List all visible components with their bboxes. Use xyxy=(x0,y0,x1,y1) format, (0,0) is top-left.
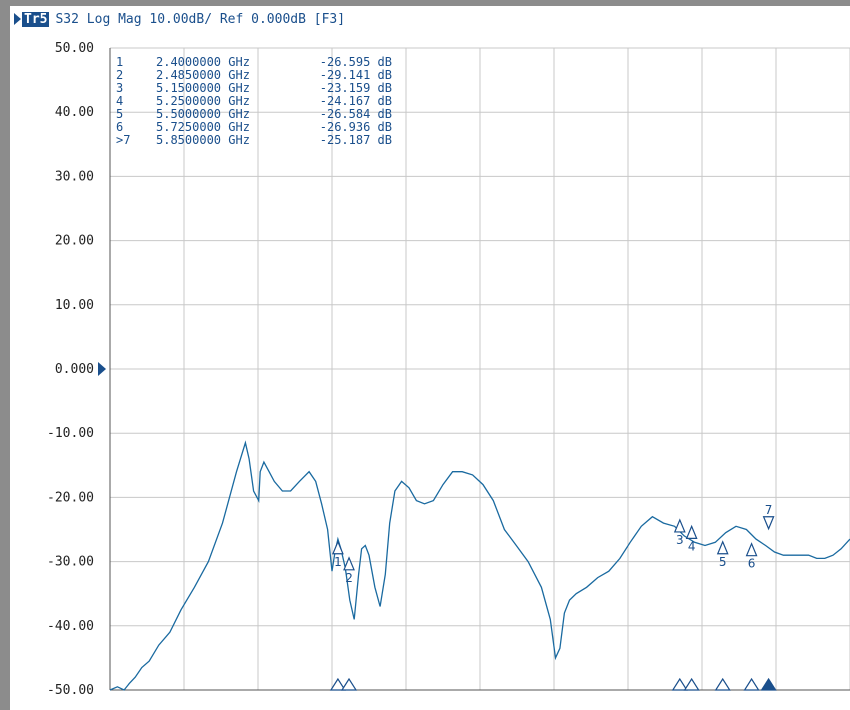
trace-badge[interactable]: Tr5 xyxy=(22,11,50,27)
y-tick-label: -20.00 xyxy=(47,490,94,505)
reference-level xyxy=(98,362,106,376)
marker-table-value: -26.936 dB xyxy=(320,120,392,134)
marker-table-index: 4 xyxy=(116,94,123,108)
trace-settings-label[interactable]: S32 Log Mag 10.00dB/ Ref 0.000dB [F3] xyxy=(55,11,346,27)
marker-label: 2 xyxy=(345,571,353,585)
marker-triangle-up-icon xyxy=(685,524,698,539)
marker-table-value: -29.141 dB xyxy=(320,68,392,82)
marker-label: 4 xyxy=(688,539,696,553)
marker-table-frequency: 2.4850000 GHz xyxy=(156,68,250,82)
y-tick-label: -30.00 xyxy=(47,555,94,570)
marker-table-index: 1 xyxy=(116,55,123,69)
marker-table-frequency: 5.7250000 GHz xyxy=(156,120,250,134)
active-trace-arrow-icon xyxy=(14,13,21,25)
marker-table-frequency: 5.1500000 GHz xyxy=(156,81,250,95)
marker-table-value: -26.584 dB xyxy=(320,107,392,121)
reference-level-arrow-icon xyxy=(98,362,106,376)
window-top-border xyxy=(0,0,850,6)
y-axis-ticks: 50.00 40.00 30.00 20.00 10.00 0.000 -10.00 -20.… xyxy=(47,41,94,698)
marker-1[interactable]: 1 xyxy=(332,540,344,569)
marker-table-frequency: 5.5000000 GHz xyxy=(156,107,250,121)
marker-table-value: -24.167 dB xyxy=(320,94,392,108)
y-tick-label: 0.000 xyxy=(55,362,94,377)
y-tick-label: 40.00 xyxy=(55,105,94,120)
marker-label: 6 xyxy=(748,557,756,571)
marker-7[interactable]: 7 xyxy=(762,503,775,531)
marker-2[interactable]: 2 xyxy=(343,556,355,585)
marker-4[interactable]: 4 xyxy=(685,524,698,553)
trace-layer xyxy=(109,440,850,691)
marker-label: 7 xyxy=(765,503,773,517)
y-tick-label: -10.00 xyxy=(47,426,94,441)
marker-5[interactable]: 5 xyxy=(716,540,729,569)
marker-table-frequency: 2.4000000 GHz xyxy=(156,55,250,69)
bottom-marker-5-icon[interactable] xyxy=(714,677,731,691)
marker-table-value: -26.595 dB xyxy=(320,55,392,69)
window-left-border xyxy=(0,0,10,710)
marker-triangle-down-icon xyxy=(762,516,775,531)
marker-table-index: 5 xyxy=(116,107,123,121)
marker-triangle-up-icon xyxy=(343,556,355,571)
marker-triangle-up-icon xyxy=(745,542,758,557)
y-tick-label: 10.00 xyxy=(55,298,94,313)
marker-3[interactable]: 3 xyxy=(673,518,686,547)
marker-table: 1 2.4000000 GHz -26.595 dB 2 2.4850000 GHz -2… xyxy=(116,55,392,147)
marker-label: 1 xyxy=(334,555,342,569)
bottom-marker-1-icon[interactable] xyxy=(329,677,347,691)
marker-triangle-up-icon xyxy=(332,540,344,555)
marker-6[interactable]: 6 xyxy=(745,542,758,571)
y-tick-label: 50.00 xyxy=(55,41,94,56)
y-tick-label: 30.00 xyxy=(55,169,94,184)
bottom-marker-2-icon[interactable] xyxy=(340,677,358,691)
y-tick-label: -40.00 xyxy=(47,619,94,634)
trace-header[interactable]: Tr5 S32 Log Mag 10.00dB/ Ref 0.000dB [F3… xyxy=(14,10,345,28)
marker-label: 3 xyxy=(676,533,684,547)
bottom-marker-3-icon[interactable] xyxy=(671,677,688,691)
bottom-marker-6-icon[interactable] xyxy=(743,677,760,691)
markers[interactable]: 123 45 67 xyxy=(332,503,775,585)
marker-table-index: 2 xyxy=(116,68,123,82)
marker-table-value: -25.187 dB xyxy=(320,133,392,147)
marker-table-index: 6 xyxy=(116,120,123,134)
bottom-marker-4-icon[interactable] xyxy=(683,677,700,691)
trace-line-s32 xyxy=(109,440,850,691)
bottom-marker-indicators[interactable] xyxy=(329,677,777,691)
marker-label: 5 xyxy=(719,555,727,569)
marker-table-frequency: 5.8500000 GHz xyxy=(156,133,250,147)
bottom-marker-7-icon[interactable] xyxy=(760,677,777,691)
marker-table-frequency: 5.2500000 GHz xyxy=(156,94,250,108)
marker-table-index: 3 xyxy=(116,81,123,95)
marker-triangle-up-icon xyxy=(673,518,686,533)
marker-table-index: >7 xyxy=(116,133,130,147)
marker-table-value: -23.159 dB xyxy=(320,81,392,95)
y-tick-label: -50.00 xyxy=(47,683,94,698)
y-tick-label: 20.00 xyxy=(55,234,94,249)
marker-triangle-up-icon xyxy=(716,540,729,555)
